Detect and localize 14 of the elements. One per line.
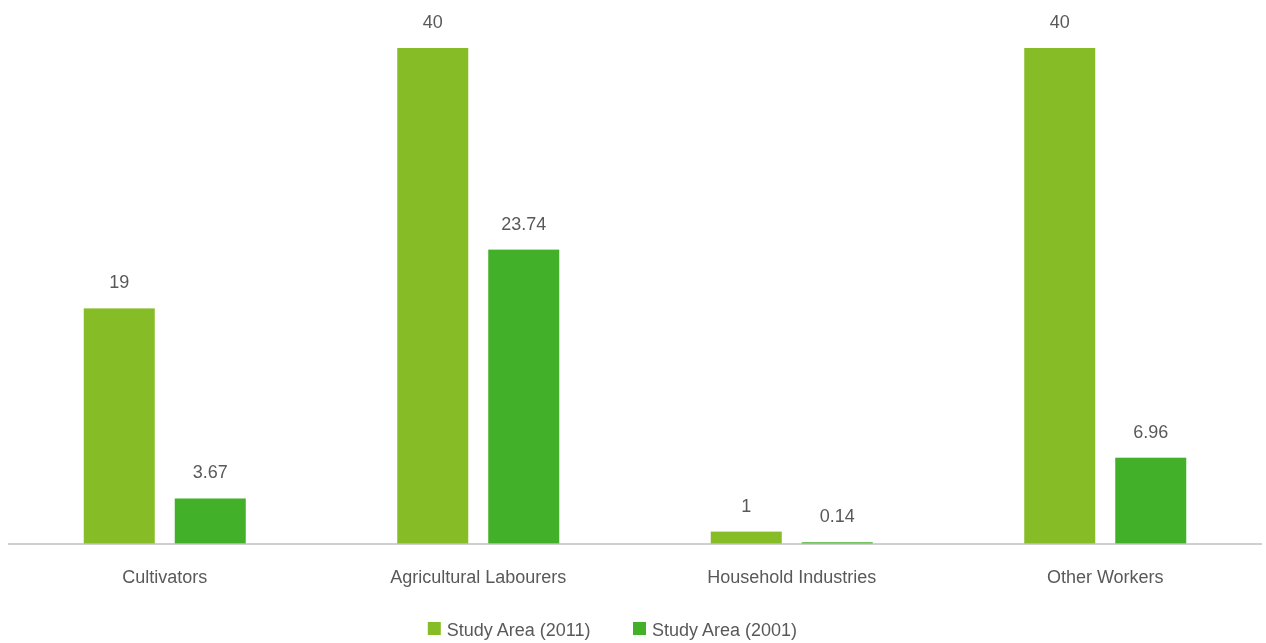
data-label: 0.14	[819, 506, 855, 527]
data-label: 19	[109, 272, 130, 293]
data-label: 6.96	[1133, 421, 1169, 442]
x-tick-label: Household Industries	[707, 567, 877, 587]
data-label: 40	[422, 12, 443, 32]
x-tick-label: Cultivators	[122, 567, 208, 587]
data-label: 1	[741, 495, 752, 516]
data-label: 23.74	[501, 213, 547, 234]
data-label: 40	[1049, 12, 1070, 32]
data-label: 3.67	[192, 462, 228, 483]
x-tick-label: Other Workers	[1046, 567, 1164, 587]
legend-label: Study Area (2001)	[652, 620, 798, 640]
legend-label: Study Area (2011)	[446, 620, 591, 640]
x-tick-label: Agricultural Labourers	[390, 567, 567, 587]
